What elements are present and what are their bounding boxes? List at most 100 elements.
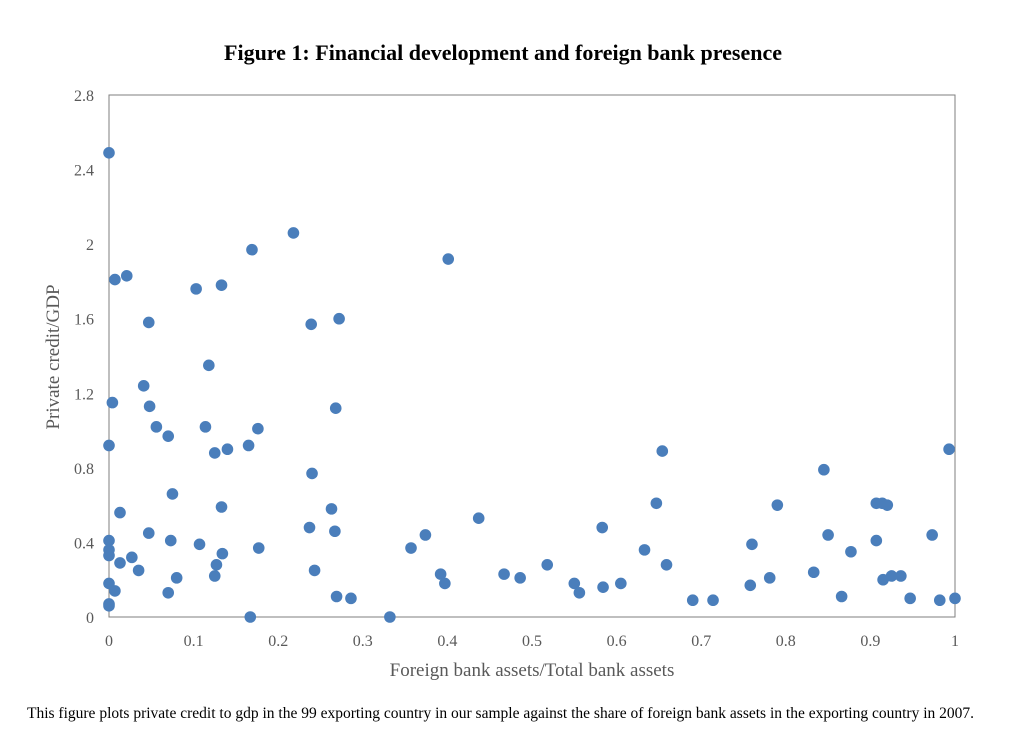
data-point bbox=[419, 529, 432, 541]
data-point bbox=[943, 443, 955, 456]
data-point bbox=[126, 551, 138, 564]
data-point bbox=[109, 585, 121, 597]
x-tick-label: 0.7 bbox=[691, 633, 711, 650]
y-tick-label: 1.2 bbox=[74, 386, 94, 403]
data-point bbox=[498, 568, 510, 580]
data-point bbox=[818, 463, 830, 476]
data-point bbox=[252, 542, 265, 554]
data-point bbox=[106, 396, 119, 409]
data-point bbox=[109, 273, 121, 286]
data-point bbox=[142, 316, 155, 329]
data-point bbox=[103, 534, 115, 547]
data-point bbox=[287, 227, 300, 239]
data-point bbox=[597, 581, 609, 593]
data-point bbox=[835, 590, 848, 603]
data-point bbox=[763, 572, 776, 584]
data-point bbox=[303, 521, 316, 534]
data-point bbox=[926, 529, 938, 541]
data-point bbox=[807, 566, 820, 579]
data-point bbox=[472, 512, 485, 524]
data-point bbox=[244, 611, 257, 623]
x-tick-labels: 0 0.1 0.2 0.3 0.4 0.5 0.6 0.7 0.8 0.9 1 bbox=[105, 633, 959, 650]
data-point bbox=[656, 445, 669, 457]
data-point bbox=[203, 359, 215, 372]
data-point bbox=[333, 312, 345, 325]
data-point bbox=[164, 534, 177, 547]
data-point bbox=[306, 467, 318, 480]
x-tick-label: 0.2 bbox=[268, 633, 288, 650]
x-tick-label: 0.1 bbox=[184, 633, 204, 650]
y-axis-label: Private credit/GDP bbox=[43, 284, 64, 429]
data-point bbox=[193, 538, 206, 551]
data-point bbox=[638, 544, 651, 556]
data-point bbox=[246, 243, 258, 256]
data-point bbox=[615, 577, 627, 590]
data-point bbox=[208, 570, 221, 582]
x-tick-label: 0.5 bbox=[522, 633, 542, 650]
y-tick-label: 1.6 bbox=[74, 312, 94, 329]
data-point bbox=[573, 586, 586, 599]
data-point bbox=[660, 559, 673, 571]
data-point bbox=[120, 270, 133, 282]
data-point bbox=[216, 547, 229, 560]
data-point bbox=[434, 568, 447, 580]
data-point bbox=[162, 586, 175, 599]
data-point bbox=[103, 439, 115, 452]
data-point bbox=[746, 538, 758, 551]
data-point bbox=[845, 545, 857, 558]
data-point bbox=[384, 611, 396, 623]
data-point bbox=[221, 443, 234, 456]
data-point bbox=[208, 447, 221, 459]
data-point bbox=[596, 521, 609, 534]
data-point bbox=[242, 439, 255, 452]
data-point bbox=[132, 564, 145, 577]
data-point bbox=[325, 503, 338, 515]
data-point bbox=[137, 380, 150, 392]
data-point bbox=[166, 488, 179, 500]
data-point bbox=[215, 279, 228, 291]
y-tick-label: 0 bbox=[86, 610, 94, 627]
plot-area-frame bbox=[108, 94, 956, 618]
data-point bbox=[150, 421, 163, 433]
data-point bbox=[162, 430, 175, 442]
data-point bbox=[114, 557, 126, 569]
x-tick-label: 0.4 bbox=[437, 633, 457, 650]
data-point bbox=[215, 501, 228, 513]
data-point bbox=[252, 422, 264, 435]
data-point bbox=[707, 594, 719, 607]
data-point bbox=[686, 594, 699, 607]
x-tick-label: 0.3 bbox=[353, 633, 373, 650]
x-tick-label: 0.9 bbox=[860, 633, 880, 650]
data-point bbox=[744, 579, 757, 592]
data-point bbox=[933, 594, 946, 607]
data-point bbox=[329, 402, 342, 415]
data-point bbox=[170, 572, 183, 584]
y-tick-label: 2.8 bbox=[74, 88, 94, 105]
data-point bbox=[439, 577, 451, 590]
data-point bbox=[143, 400, 156, 413]
data-point bbox=[514, 572, 526, 584]
data-point bbox=[405, 542, 417, 554]
y-tick-label: 2.4 bbox=[74, 163, 94, 180]
data-point bbox=[904, 592, 916, 605]
x-tick-label: 0 bbox=[105, 633, 113, 650]
data-point bbox=[885, 570, 898, 582]
data-point bbox=[881, 499, 894, 511]
figure-title: Figure 1: Financial development and fore… bbox=[224, 40, 782, 65]
data-point bbox=[949, 592, 961, 605]
data-point bbox=[541, 559, 554, 571]
data-point bbox=[345, 592, 357, 605]
data-point bbox=[142, 527, 155, 539]
data-point bbox=[308, 564, 321, 577]
scatter-chart: 0 0.1 0.2 0.3 0.4 0.5 0.6 0.7 0.8 0.9 1 0 0.4 0.8 1.2… bbox=[43, 88, 961, 681]
y-tick-labels: 0 0.4 0.8 1.2 1.6 2 2.4 2.8 bbox=[74, 88, 94, 627]
data-point bbox=[330, 590, 343, 603]
data-point bbox=[103, 549, 115, 562]
data-point bbox=[568, 577, 581, 590]
data-point bbox=[190, 283, 202, 295]
data-point bbox=[103, 146, 115, 159]
data-point bbox=[895, 570, 907, 582]
figure-caption: This figure plots private credit to gdp … bbox=[27, 705, 975, 722]
data-point bbox=[822, 529, 834, 541]
x-tick-label: 0.6 bbox=[607, 633, 627, 650]
